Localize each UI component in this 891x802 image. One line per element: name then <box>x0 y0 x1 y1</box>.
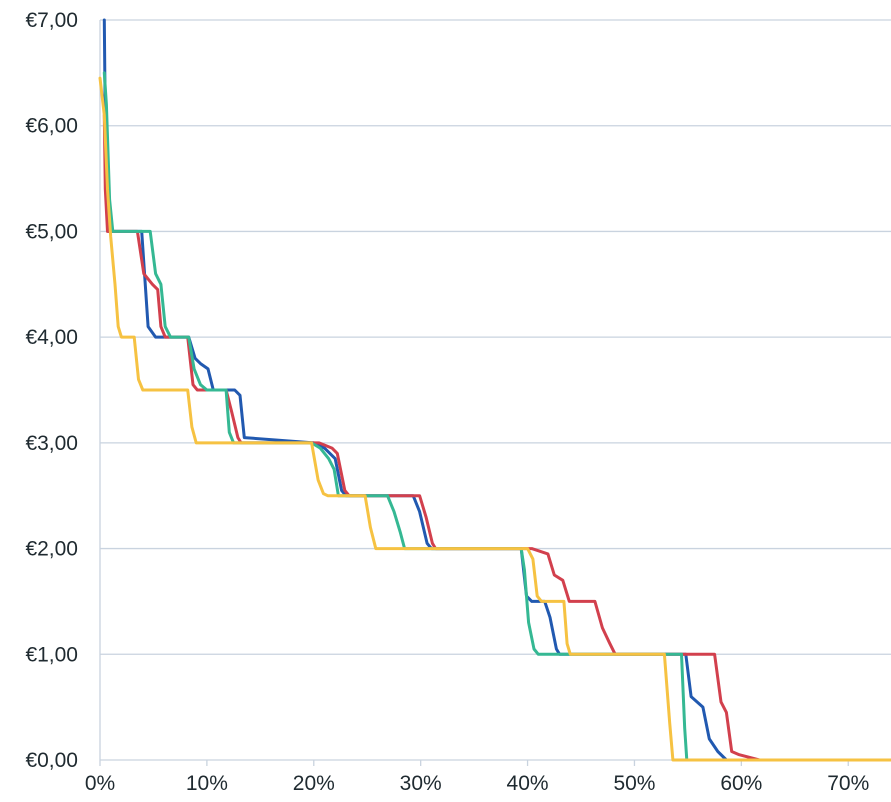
x-tick-label: 0% <box>85 772 115 795</box>
x-tick-label: 20% <box>293 772 335 795</box>
y-tick-label: €1,00 <box>25 643 78 666</box>
grid-lines <box>99 19 891 766</box>
x-tick-label: 60% <box>720 772 762 795</box>
series-lines <box>98 18 891 762</box>
y-tick-label: €5,00 <box>25 220 78 243</box>
y-tick-label: €4,00 <box>25 326 78 349</box>
x-tick-label: 40% <box>507 772 549 795</box>
series-line-3 <box>102 71 891 762</box>
y-tick-label: €7,00 <box>25 9 78 32</box>
tick-labels: €0,00 €1,00 €2,00 €3,00 €4,00 €5,00 €6,00 €7,00… <box>25 9 869 795</box>
x-tick-label: 10% <box>186 772 228 795</box>
series-line-2 <box>102 113 891 762</box>
x-tick-label: 30% <box>400 772 442 795</box>
series-line-4 <box>98 76 891 762</box>
x-tick-label: 70% <box>827 772 869 795</box>
x-tick-label: 50% <box>613 772 655 795</box>
y-tick-label: €6,00 <box>25 115 78 138</box>
y-tick-label: €2,00 <box>25 538 78 561</box>
y-tick-label: €0,00 <box>25 749 78 772</box>
y-tick-label: €3,00 <box>25 432 78 455</box>
